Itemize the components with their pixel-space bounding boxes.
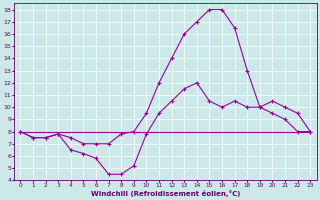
X-axis label: Windchill (Refroidissement éolien,°C): Windchill (Refroidissement éolien,°C) xyxy=(91,190,240,197)
